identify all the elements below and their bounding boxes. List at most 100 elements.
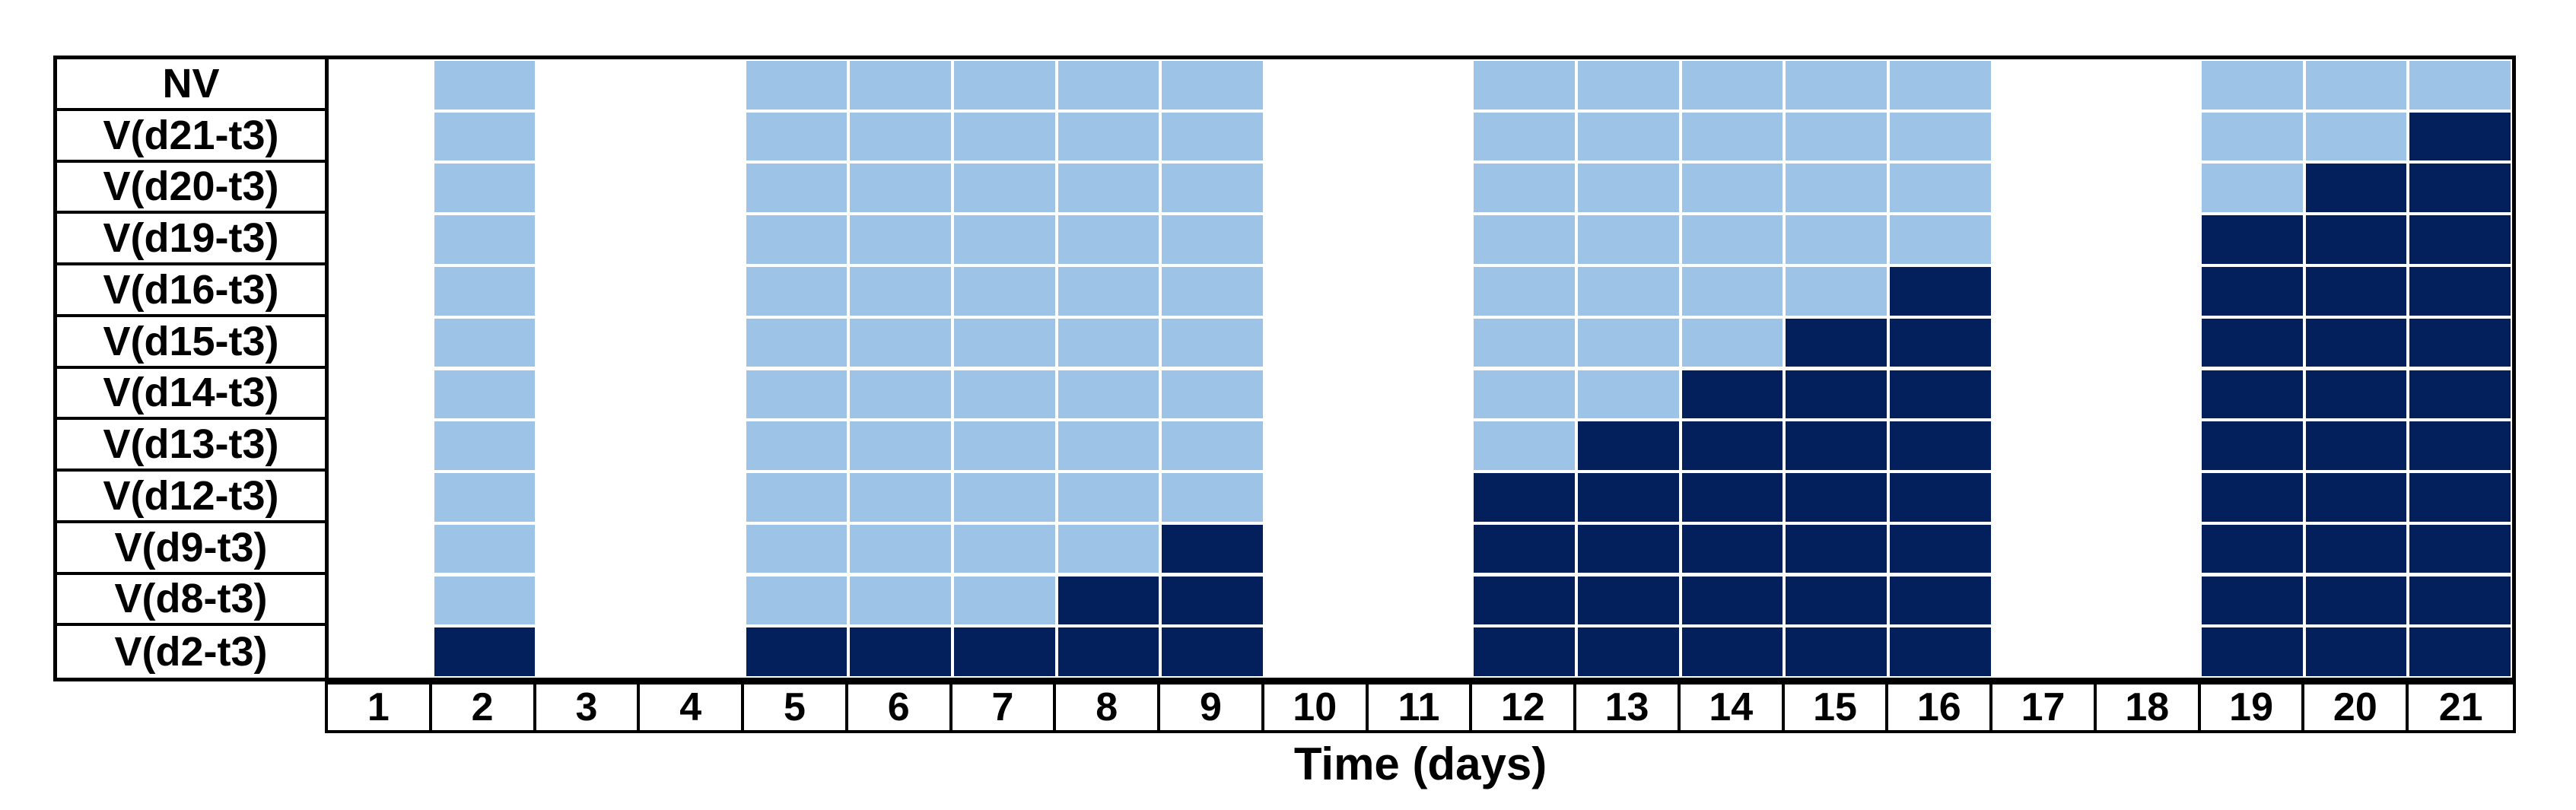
heatmap-cell: [432, 110, 537, 163]
row-label: V(d2-t3): [114, 629, 268, 675]
heatmap-cell: [1472, 368, 1576, 421]
heatmap-cell: [1472, 626, 1576, 678]
heatmap-cell: [848, 316, 952, 369]
heatmap-cell: [1160, 214, 1264, 265]
heatmap-cell: [1680, 265, 1785, 317]
heatmap-cell: [432, 162, 537, 214]
day-tick: 19: [2201, 685, 2305, 730]
heatmap-cell: [1056, 265, 1161, 317]
heatmap-cell: [1784, 523, 1888, 575]
heatmap-cell: [1576, 59, 1681, 111]
heatmap-cell: [1472, 265, 1576, 317]
day-tick: 12: [1472, 685, 1577, 730]
heatmap-cell: [1784, 574, 1888, 627]
heatmap-cell: [2408, 162, 2512, 214]
heatmap-cell: [1680, 368, 1785, 421]
heatmap-cell: [1888, 59, 1992, 111]
heatmap-cell: [432, 626, 537, 678]
heatmap-cell: [1472, 574, 1576, 627]
heatmap-cell: [952, 368, 1057, 421]
heatmap-cell: [1680, 59, 1785, 111]
heatmap-cell: [2408, 110, 2512, 163]
heatmap-cell: [952, 523, 1057, 575]
heatmap-cell: [1160, 368, 1264, 421]
heatmap-cell: [1472, 59, 1576, 111]
heatmap-cell: [952, 265, 1057, 317]
heatmap-cell: [848, 523, 952, 575]
heatmap-cell: [2200, 316, 2304, 369]
heatmap-cell: [744, 110, 849, 163]
heatmap-cell: [848, 471, 952, 523]
heatmap-cell: [2304, 316, 2409, 369]
heatmap-cell: [2200, 523, 2304, 575]
heatmap-cell: [1472, 214, 1576, 265]
heatmap-cell: [2304, 420, 2409, 472]
row-label: V(d20-t3): [57, 163, 325, 214]
heatmap-cell: [1160, 59, 1264, 111]
day-tick: 10: [1264, 685, 1369, 730]
heatmap-cell: [1472, 162, 1576, 214]
heatmap-cell: [1576, 368, 1681, 421]
heatmap-cell: [2304, 574, 2409, 627]
heatmap-cell: [432, 316, 537, 369]
heatmap-cell: [744, 214, 849, 265]
day-tick: 7: [952, 685, 1057, 730]
heatmap-cell: [2200, 626, 2304, 678]
heatmap-cell: [1888, 265, 1992, 317]
heatmap-cell: [1056, 523, 1161, 575]
heatmap-cell: [2408, 265, 2512, 317]
day-tick: 2: [432, 685, 536, 730]
heatmap-cell: [952, 626, 1057, 678]
heatmap-cell: [952, 574, 1057, 627]
heatmap-cell: [2304, 110, 2409, 163]
heatmap-cell: [1160, 420, 1264, 472]
heatmap-cell: [1888, 574, 1992, 627]
heatmap-cell: [1056, 214, 1161, 265]
heatmap-cell: [952, 59, 1057, 111]
day-tick: 3: [536, 685, 641, 730]
heatmap-cell: [1680, 471, 1785, 523]
heatmap-cell: [1056, 316, 1161, 369]
heatmap-cell: [2200, 420, 2304, 472]
day-tick: 4: [640, 685, 745, 730]
heatmap-cell: [2200, 162, 2304, 214]
heatmap-cell: [2304, 523, 2409, 575]
heatmap-cell: [1784, 110, 1888, 163]
heatmap-cell: [1160, 110, 1264, 163]
heatmap-cell: [1784, 59, 1888, 111]
heatmap-cell: [848, 368, 952, 421]
heatmap-cell: [1576, 316, 1681, 369]
heatmap-cell: [2408, 574, 2512, 627]
heatmap-cell: [1888, 471, 1992, 523]
heatmap-cell: [952, 162, 1057, 214]
heatmap-cell: [1472, 110, 1576, 163]
heatmap-cell: [848, 420, 952, 472]
day-tick: 5: [744, 685, 848, 730]
heatmap-cell: [744, 316, 849, 369]
heatmap-cell: [744, 368, 849, 421]
heatmap-cell: [1576, 626, 1681, 678]
heatmap-cell: [1056, 574, 1161, 627]
heatmap-cell: [2408, 368, 2512, 421]
heatmap-cell: [2304, 368, 2409, 421]
heatmap-cell: [2408, 471, 2512, 523]
heatmap-cell: [1472, 420, 1576, 472]
heatmap-cell: [744, 420, 849, 472]
heatmap-cell: [1576, 574, 1681, 627]
heatmap-cell: [432, 574, 537, 627]
heatmap-cell: [2304, 162, 2409, 214]
heatmap-cell: [1472, 316, 1576, 369]
day-tick: 9: [1160, 685, 1264, 730]
heatmap-cell: [1576, 265, 1681, 317]
heatmap-cell: [1160, 265, 1264, 317]
heatmap-cell: [848, 59, 952, 111]
heatmap-cell: [1784, 420, 1888, 472]
heatmap-cell: [432, 471, 537, 523]
heatmap-cell: [1888, 523, 1992, 575]
heatmap-cell: [952, 110, 1057, 163]
heatmap-cell: [952, 214, 1057, 265]
heatmap-cell: [1056, 59, 1161, 111]
day-tick: 14: [1681, 685, 1785, 730]
heatmap-cell: [848, 574, 952, 627]
heatmap-cell: [432, 59, 537, 111]
